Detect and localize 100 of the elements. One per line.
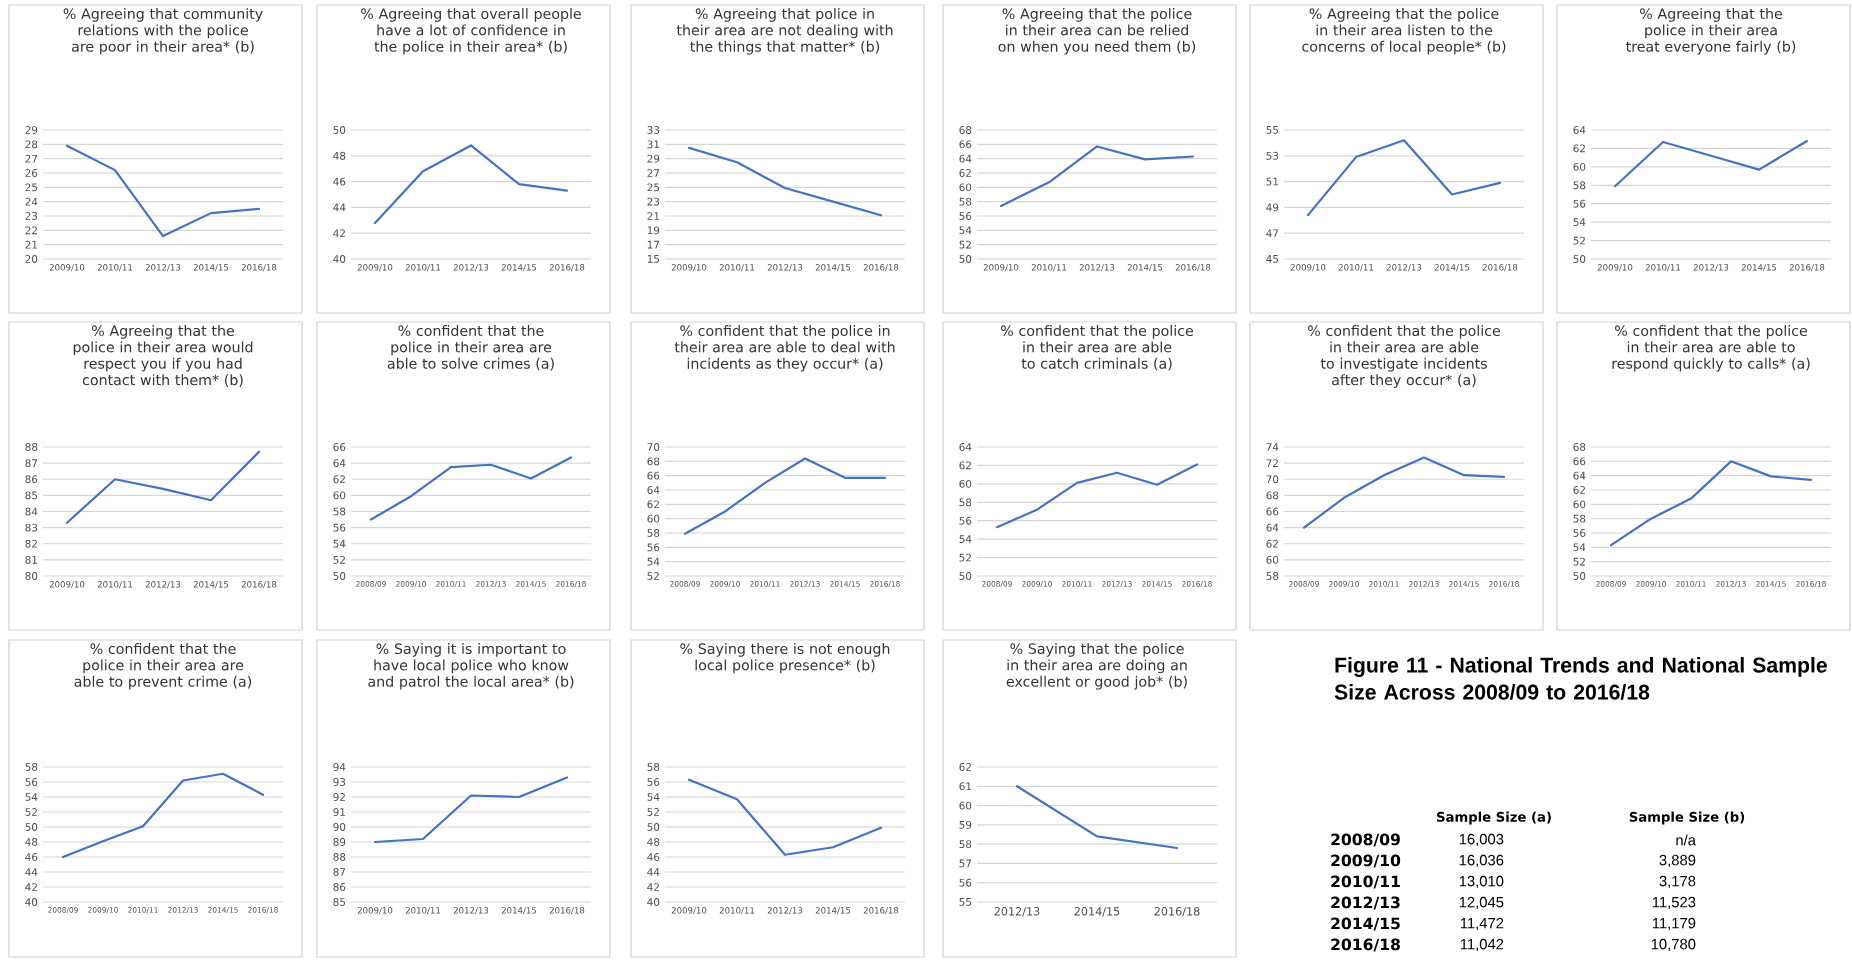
y-tick-label: 31 bbox=[647, 140, 659, 149]
y-tick-label: 58 bbox=[1573, 514, 1586, 523]
x-tick-label: 2010/11 bbox=[405, 264, 441, 272]
x-tick-label: 2014/15 bbox=[1434, 264, 1470, 272]
y-tick-label: 64 bbox=[333, 459, 346, 468]
y-tick-label: 20 bbox=[25, 255, 38, 263]
y-tick-label: 84 bbox=[25, 507, 38, 516]
y-tick-label: 22 bbox=[25, 226, 37, 235]
y-tick-label: 62 bbox=[959, 461, 971, 470]
y-tick-label: 27 bbox=[25, 154, 38, 163]
line-series bbox=[687, 146, 883, 217]
y-tick-label: 60 bbox=[959, 801, 972, 810]
y-tick-label: 89 bbox=[333, 838, 346, 846]
y-tick-label: 56 bbox=[959, 878, 972, 887]
text: 16,003 bbox=[1459, 833, 1504, 847]
y-tick-label: 51 bbox=[1266, 177, 1278, 186]
x-tick-label: 2016/18 bbox=[549, 264, 585, 272]
y-tick-label: 46 bbox=[333, 177, 346, 186]
y-tick-label: 60 bbox=[333, 491, 346, 500]
y-tick-label: 49 bbox=[1266, 203, 1279, 212]
y-tick-label: 52 bbox=[959, 240, 971, 249]
line-series bbox=[683, 457, 887, 535]
y-tick-label: 56 bbox=[1573, 199, 1586, 208]
y-tick-label: 52 bbox=[1573, 236, 1585, 245]
y-tick-label: 60 bbox=[959, 183, 972, 192]
y-tick-label: 58 bbox=[959, 840, 972, 849]
y-tick-label: 52 bbox=[647, 572, 659, 580]
y-tick-label: 54 bbox=[1573, 218, 1586, 227]
chart-title: % Agreeing that the police in their area listen to the concerns of local people* (b) bbox=[1302, 8, 1506, 55]
text: 2010/11 bbox=[1331, 875, 1400, 889]
y-tick-label: 61 bbox=[959, 782, 971, 791]
y-tick-label: 90 bbox=[333, 823, 346, 831]
x-tick-label: 2014/15 bbox=[193, 581, 229, 589]
y-tick-label: 42 bbox=[647, 883, 659, 891]
y-tick-label: 50 bbox=[1573, 255, 1586, 263]
y-tick-label: 68 bbox=[1266, 491, 1279, 500]
y-tick-label: 86 bbox=[333, 883, 346, 891]
y-tick-label: 64 bbox=[647, 486, 660, 494]
y-tick-label: 85 bbox=[333, 898, 346, 906]
y-tick-label: 68 bbox=[959, 126, 972, 134]
y-tick-label: 56 bbox=[647, 543, 660, 552]
y-tick-label: 66 bbox=[1266, 507, 1279, 516]
y-tick-label: 50 bbox=[1573, 572, 1586, 580]
y-tick-label: 58 bbox=[1266, 572, 1279, 580]
y-tick-label: 21 bbox=[25, 240, 37, 249]
line-series bbox=[373, 776, 569, 844]
y-tick-label: 72 bbox=[1266, 459, 1278, 467]
y-tick-label: 86 bbox=[25, 475, 38, 484]
line-series bbox=[1302, 456, 1506, 529]
x-tick-label: 2010/11 bbox=[97, 581, 133, 589]
chart-title: % Saying that the police in their area are doing an excellent or good job* (b) bbox=[1006, 643, 1187, 690]
x-tick-label: 2016/18 bbox=[863, 264, 899, 272]
text: 11,042 bbox=[1460, 938, 1504, 952]
x-tick-label: 2009/10 bbox=[357, 907, 393, 915]
text: Sample Size (b) bbox=[1629, 811, 1745, 825]
x-tick-label: 2009/10 bbox=[49, 264, 85, 272]
x-tick-label: 2012/13 bbox=[453, 264, 489, 272]
chart-title: % Agreeing that the police in their area can be relied on when you need them (b) bbox=[998, 8, 1196, 55]
y-tick-label: 62 bbox=[959, 763, 971, 771]
x-tick-label: 2010/11 bbox=[719, 907, 755, 915]
y-tick-label: 88 bbox=[333, 853, 346, 861]
y-tick-label: 15 bbox=[647, 255, 660, 263]
y-tick-label: 25 bbox=[25, 183, 38, 192]
x-tick-label: 2014/15 bbox=[1741, 264, 1777, 272]
y-tick-label: 54 bbox=[333, 539, 346, 548]
y-tick-label: 27 bbox=[647, 169, 660, 177]
line-series bbox=[995, 463, 1199, 529]
x-tick-label: 2014/15 bbox=[1127, 264, 1163, 272]
text: 12,045 bbox=[1459, 896, 1504, 910]
y-tick-label: 66 bbox=[1573, 457, 1586, 466]
line-series bbox=[369, 456, 573, 521]
x-tick-label: 2012/13 bbox=[994, 907, 1040, 917]
x-tick-label: 2009/10 bbox=[983, 264, 1019, 272]
x-tick-label: 2012/13 bbox=[145, 581, 181, 589]
text: 16,036 bbox=[1459, 854, 1504, 868]
y-tick-label: 48 bbox=[647, 838, 660, 846]
y-tick-label: 64 bbox=[1573, 471, 1586, 480]
y-tick-label: 56 bbox=[25, 778, 38, 786]
x-tick-label: 2016/18 bbox=[1482, 264, 1518, 272]
y-tick-label: 62 bbox=[647, 500, 659, 509]
y-tick-label: 59 bbox=[959, 820, 972, 829]
y-tick-label: 64 bbox=[959, 154, 972, 163]
x-tick-label: 2009/10 bbox=[671, 907, 707, 915]
chart-title: % Agreeing that community relations with the police are poor in their area* (b) bbox=[63, 8, 263, 55]
y-tick-label: 62 bbox=[1573, 144, 1585, 153]
line-series bbox=[1609, 460, 1813, 547]
chart-title: % Agreeing that the police in their area would respect you if you had contact with them* (b) bbox=[73, 325, 253, 387]
text: 2009/10 bbox=[1331, 854, 1401, 868]
x-tick-label: 2016/18 bbox=[1175, 264, 1211, 272]
x-tick-label: 2014/15 bbox=[501, 907, 537, 915]
y-tick-label: 66 bbox=[333, 443, 346, 451]
y-tick-label: 46 bbox=[25, 853, 38, 861]
y-tick-label: 91 bbox=[333, 808, 345, 816]
x-tick-label: 2009/10 bbox=[1290, 264, 1326, 272]
y-tick-label: 81 bbox=[25, 555, 37, 564]
line-series bbox=[1613, 139, 1809, 188]
y-tick-label: 42 bbox=[25, 883, 37, 891]
y-tick-label: 52 bbox=[333, 555, 345, 564]
y-tick-label: 29 bbox=[647, 154, 660, 163]
y-tick-label: 42 bbox=[333, 229, 345, 238]
